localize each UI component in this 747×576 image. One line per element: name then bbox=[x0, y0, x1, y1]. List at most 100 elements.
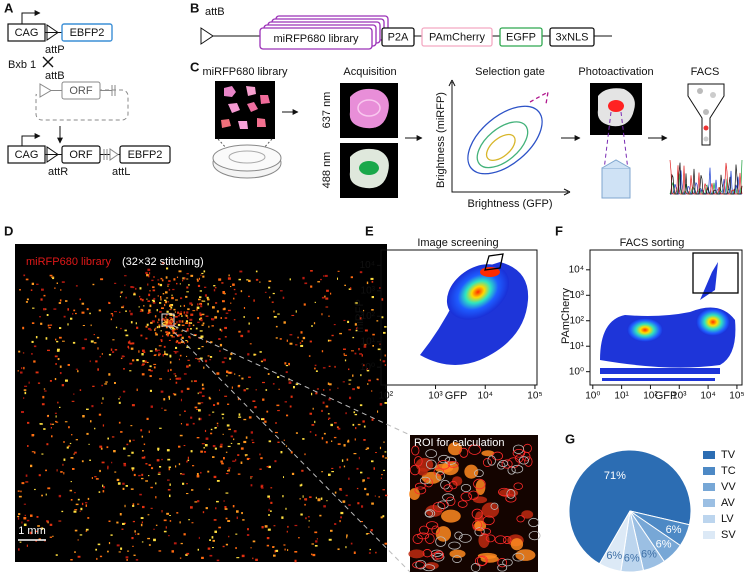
cell-dot bbox=[136, 326, 139, 329]
cell-dot bbox=[45, 469, 48, 472]
cell-dot bbox=[175, 377, 179, 380]
cell-dot bbox=[67, 323, 69, 326]
cell-dot bbox=[133, 554, 136, 556]
cell-dot bbox=[130, 286, 133, 288]
cell-dot bbox=[355, 329, 358, 332]
cell-dot bbox=[245, 454, 247, 457]
cell-dot bbox=[179, 334, 182, 336]
roi-circle bbox=[425, 449, 438, 458]
cell-dot bbox=[49, 536, 53, 538]
cell-dot bbox=[365, 448, 368, 450]
cell-body bbox=[478, 532, 490, 549]
cell-dot bbox=[226, 424, 230, 427]
attb-triangle bbox=[39, 83, 52, 98]
cell-dot bbox=[168, 468, 171, 471]
cell-dot bbox=[65, 300, 68, 302]
cell-dot bbox=[383, 331, 386, 334]
cell-dot bbox=[99, 555, 103, 558]
roi-circle bbox=[497, 563, 508, 572]
cell-dot bbox=[123, 462, 126, 465]
cell-dot bbox=[191, 303, 193, 306]
slice-label: 71% bbox=[604, 470, 626, 482]
cell-dot bbox=[240, 447, 244, 450]
terminator bbox=[111, 85, 116, 96]
cell-dot bbox=[213, 519, 217, 521]
cell-dot bbox=[371, 418, 374, 421]
cell-dot bbox=[243, 389, 246, 392]
cell-dot bbox=[56, 349, 60, 352]
cell-dot bbox=[359, 404, 363, 407]
cell-dot bbox=[198, 536, 200, 540]
cell-dot bbox=[79, 298, 82, 301]
cell-dot bbox=[169, 378, 171, 380]
cell-dot bbox=[226, 375, 228, 377]
cell-dot bbox=[173, 373, 177, 375]
cell-dot bbox=[210, 428, 213, 431]
cell-dot bbox=[119, 311, 121, 313]
cell-dot bbox=[141, 353, 144, 356]
cell-dot bbox=[75, 368, 78, 370]
y-axis-label: miRFP bbox=[354, 299, 366, 333]
cell-dot bbox=[209, 359, 212, 361]
cell-dot bbox=[187, 459, 190, 462]
panel-c: C miRFP680 library Acquisition 637 nm 48… bbox=[190, 59, 743, 210]
cell-dot bbox=[325, 306, 329, 308]
cell-dot bbox=[101, 461, 105, 464]
cell-dot bbox=[352, 423, 355, 426]
cell-dot bbox=[343, 444, 346, 447]
cell-dot bbox=[218, 278, 222, 281]
cell-dot bbox=[339, 466, 341, 469]
cell-dot bbox=[216, 425, 219, 427]
cell-dot bbox=[286, 414, 289, 417]
density-cloud bbox=[600, 262, 736, 381]
cell-dot bbox=[71, 400, 75, 402]
cell-dot bbox=[57, 401, 59, 404]
cell-dot bbox=[205, 315, 209, 317]
roi-circle bbox=[417, 532, 430, 540]
cell-dot bbox=[147, 537, 151, 540]
cell-dot bbox=[315, 434, 317, 437]
cell-dot bbox=[379, 446, 382, 450]
cell-dot bbox=[295, 310, 297, 313]
gate-axes bbox=[451, 82, 568, 193]
cell-dot bbox=[222, 433, 224, 435]
cell-body bbox=[515, 549, 536, 561]
roi-circle bbox=[460, 492, 473, 502]
cell-dot bbox=[362, 420, 365, 423]
cell-dot bbox=[125, 334, 129, 337]
cell-dot bbox=[252, 540, 256, 543]
cell-dot bbox=[74, 492, 76, 494]
photoactivation: Photoactivation bbox=[578, 66, 653, 78]
cell-dot bbox=[129, 310, 131, 313]
cell-dot bbox=[112, 339, 115, 341]
cell-dot bbox=[351, 350, 354, 352]
cell-dot bbox=[31, 322, 35, 325]
cell-dot bbox=[118, 398, 120, 400]
cell-dot bbox=[268, 286, 271, 289]
cell-dot bbox=[140, 517, 144, 519]
cell-dot bbox=[154, 315, 157, 318]
cell-dot bbox=[327, 413, 330, 415]
cell-dot bbox=[25, 481, 29, 483]
cell-dot bbox=[212, 547, 214, 549]
cell-dot bbox=[224, 508, 228, 510]
cell-dot bbox=[185, 553, 188, 556]
cell-dot bbox=[190, 506, 193, 509]
cell-dot bbox=[202, 322, 205, 325]
cell-dot bbox=[227, 309, 231, 312]
cell-dot bbox=[343, 319, 346, 322]
cell-dot bbox=[346, 534, 348, 537]
cell-dot bbox=[36, 283, 39, 285]
cell-dot bbox=[117, 482, 121, 485]
cell-dot bbox=[102, 484, 104, 488]
cell-dot bbox=[159, 310, 162, 313]
cell-dot bbox=[235, 458, 237, 462]
plot-frame bbox=[589, 249, 743, 386]
cell-dot bbox=[186, 365, 189, 368]
cell-dot bbox=[79, 534, 83, 536]
element-box bbox=[421, 27, 493, 47]
cell-dot bbox=[141, 435, 144, 438]
cell-dot bbox=[95, 548, 98, 551]
cell-dot bbox=[301, 483, 303, 486]
cell-dot bbox=[22, 352, 25, 354]
